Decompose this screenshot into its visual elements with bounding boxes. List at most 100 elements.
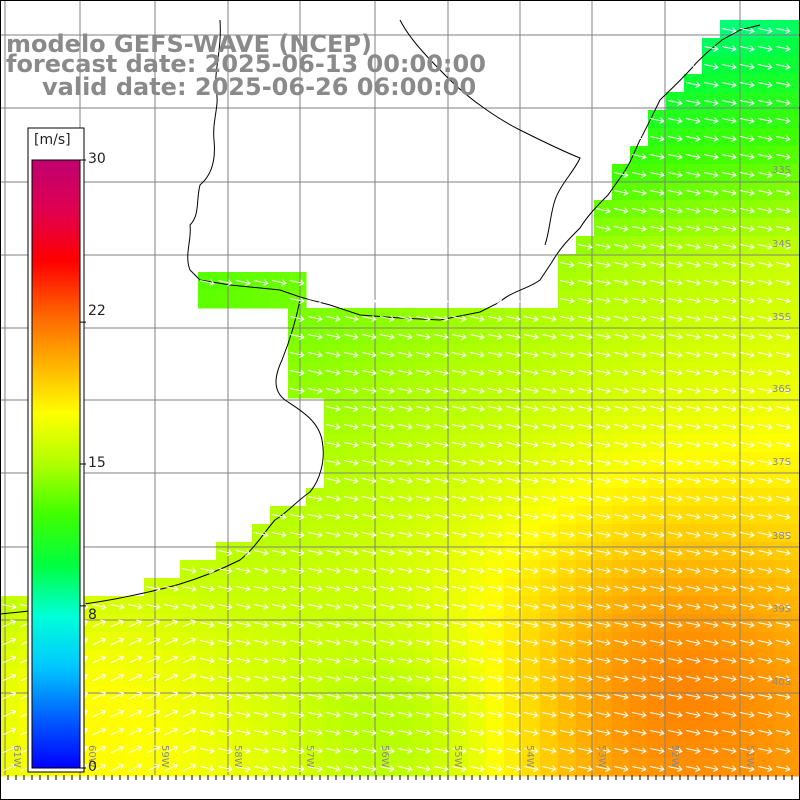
speed-cell [738, 182, 757, 201]
speed-cell [666, 488, 685, 507]
wind-arrow [668, 315, 683, 323]
speed-cell [216, 272, 235, 291]
wind-arrow [272, 747, 287, 755]
wind-arrow [776, 333, 791, 341]
speed-cell [306, 542, 325, 561]
wind-arrow [218, 567, 233, 575]
speed-cell [558, 668, 577, 687]
wind-arrow [380, 495, 395, 503]
wind-arrow [344, 369, 359, 377]
wind-arrow [650, 675, 665, 683]
speed-cell [468, 596, 487, 615]
wind-arrow [722, 225, 737, 233]
speed-cell [396, 632, 415, 651]
wind-arrow [650, 513, 665, 521]
wind-arrow [506, 513, 521, 521]
speed-cell [342, 362, 361, 381]
speed-cell [774, 434, 793, 453]
wind-arrow [542, 567, 557, 575]
wind-arrow [614, 441, 629, 449]
wind-arrow [632, 315, 647, 323]
wind-arrow [380, 315, 395, 323]
speed-cell [684, 758, 703, 777]
wind-arrow [218, 675, 233, 683]
wind-arrow [290, 693, 305, 701]
speed-cell [432, 740, 451, 759]
wind-arrow [722, 369, 737, 377]
speed-cell [414, 380, 433, 399]
speed-cell [90, 686, 109, 705]
speed-cell [468, 668, 487, 687]
speed-cell [288, 632, 307, 651]
wind-arrow [326, 333, 341, 341]
colorbar-tick-label: 22 [88, 303, 106, 319]
speed-cell [594, 578, 613, 597]
speed-cell [432, 488, 451, 507]
speed-cell [252, 758, 271, 777]
speed-cell [666, 632, 685, 651]
speed-cell [486, 326, 505, 345]
speed-cell [414, 362, 433, 381]
speed-cell [720, 236, 739, 255]
wind-arrow [686, 297, 701, 305]
wind-arrow [668, 585, 683, 593]
wind-arrow [686, 621, 701, 629]
speed-cell [756, 560, 775, 579]
speed-cell [342, 686, 361, 705]
wind-arrow [596, 477, 611, 485]
wind-arrow [704, 495, 719, 503]
wind-arrow [146, 585, 161, 593]
wind-arrow [614, 693, 629, 701]
wind-arrow [704, 639, 719, 647]
speed-cell [738, 20, 757, 39]
lon-label: 56W [379, 745, 390, 768]
wind-arrow [488, 747, 503, 755]
wind-arrow [758, 135, 773, 143]
wind-arrow [758, 513, 773, 521]
wind-arrow [236, 585, 251, 593]
speed-cell [126, 758, 145, 777]
wind-arrow [344, 549, 359, 557]
speed-cell [648, 722, 667, 741]
speed-cell [720, 254, 739, 273]
speed-cell [774, 20, 793, 39]
wind-arrow [398, 639, 413, 647]
speed-cell [126, 650, 145, 669]
speed-cell [522, 722, 541, 741]
speed-cell [792, 344, 800, 363]
wind-arrow [722, 351, 737, 359]
speed-cell [576, 398, 595, 417]
wind-arrow [434, 693, 449, 701]
wind-arrow [722, 81, 737, 89]
speed-cell [288, 758, 307, 777]
wind-arrow [722, 315, 737, 323]
speed-cell [522, 668, 541, 687]
colorbar-tick-label: 8 [88, 607, 97, 623]
wind-arrow [596, 639, 611, 647]
wind-arrow [668, 387, 683, 395]
speed-cell [630, 236, 649, 255]
wind-arrow [524, 513, 539, 521]
speed-cell [702, 470, 721, 489]
wind-arrow [758, 153, 773, 161]
wind-arrow [218, 621, 233, 629]
wind-arrow [686, 477, 701, 485]
speed-cell [468, 686, 487, 705]
wind-arrow [2, 673, 17, 682]
speed-cell [468, 380, 487, 399]
speed-cell [414, 632, 433, 651]
wind-arrow [704, 135, 719, 143]
wind-arrow [506, 585, 521, 593]
speed-cell [270, 506, 289, 525]
wind-arrow [560, 711, 575, 719]
wind-arrow [650, 765, 665, 773]
wind-arrow [488, 693, 503, 701]
wind-arrow [326, 675, 341, 683]
speed-cell [468, 452, 487, 471]
speed-cell [684, 182, 703, 201]
speed-cell [450, 380, 469, 399]
speed-cell [684, 452, 703, 471]
speed-cell [270, 596, 289, 615]
wind-arrow [164, 763, 179, 772]
wind-arrow [452, 495, 467, 503]
